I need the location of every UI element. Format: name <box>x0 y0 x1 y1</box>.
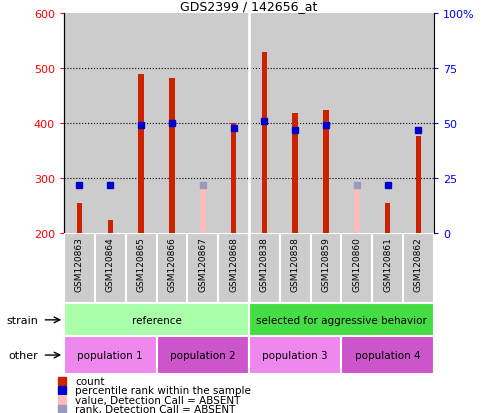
Title: GDS2399 / 142656_at: GDS2399 / 142656_at <box>180 0 317 13</box>
Text: population 2: population 2 <box>170 350 236 360</box>
Text: GSM120859: GSM120859 <box>321 237 330 292</box>
Text: GSM120866: GSM120866 <box>168 237 176 292</box>
Text: reference: reference <box>132 315 181 325</box>
Text: other: other <box>8 350 38 360</box>
Bar <box>107 220 113 233</box>
Bar <box>95 14 126 233</box>
Bar <box>169 79 175 233</box>
Bar <box>218 233 249 304</box>
Text: population 4: population 4 <box>355 350 421 360</box>
Bar <box>218 14 249 233</box>
Bar <box>139 75 144 233</box>
Text: strain: strain <box>6 315 38 325</box>
Bar <box>187 14 218 233</box>
Bar <box>126 14 157 233</box>
Text: population 1: population 1 <box>77 350 143 360</box>
Bar <box>292 114 298 233</box>
Text: value, Detection Call = ABSENT: value, Detection Call = ABSENT <box>75 395 241 405</box>
Bar <box>354 191 359 233</box>
Text: GSM120862: GSM120862 <box>414 237 423 292</box>
Bar <box>77 203 82 233</box>
Text: GSM120867: GSM120867 <box>198 237 207 292</box>
Bar <box>262 53 267 233</box>
Bar <box>187 233 218 304</box>
Text: GSM120860: GSM120860 <box>352 237 361 292</box>
Bar <box>95 233 126 304</box>
Bar <box>157 14 187 233</box>
Text: GSM120865: GSM120865 <box>137 237 145 292</box>
Bar <box>323 111 329 233</box>
Text: population 3: population 3 <box>262 350 328 360</box>
Bar <box>249 337 341 374</box>
Text: GSM120838: GSM120838 <box>260 237 269 292</box>
Text: GSM120864: GSM120864 <box>106 237 115 292</box>
Bar <box>249 14 280 233</box>
Bar <box>372 14 403 233</box>
Bar <box>200 187 206 233</box>
Text: selected for aggressive behavior: selected for aggressive behavior <box>256 315 427 325</box>
Text: count: count <box>75 376 105 386</box>
Bar <box>372 233 403 304</box>
Bar <box>311 233 341 304</box>
Bar <box>403 14 434 233</box>
Bar <box>64 233 95 304</box>
Bar <box>64 304 249 337</box>
Bar <box>341 14 372 233</box>
Text: rank, Detection Call = ABSENT: rank, Detection Call = ABSENT <box>75 404 236 413</box>
Bar <box>280 14 311 233</box>
Bar <box>311 14 341 233</box>
Bar <box>416 136 421 233</box>
Bar <box>231 124 236 233</box>
Bar <box>126 233 157 304</box>
Bar <box>280 233 311 304</box>
Bar <box>403 233 434 304</box>
Text: GSM120863: GSM120863 <box>75 237 84 292</box>
Text: GSM120861: GSM120861 <box>383 237 392 292</box>
Text: GSM120868: GSM120868 <box>229 237 238 292</box>
Bar <box>249 304 434 337</box>
Bar <box>64 337 157 374</box>
Text: GSM120858: GSM120858 <box>291 237 300 292</box>
Bar <box>157 337 249 374</box>
Text: percentile rank within the sample: percentile rank within the sample <box>75 385 251 395</box>
Bar <box>157 233 187 304</box>
Bar <box>341 233 372 304</box>
Bar <box>341 337 434 374</box>
Bar <box>249 233 280 304</box>
Bar <box>64 14 95 233</box>
Bar <box>385 203 390 233</box>
